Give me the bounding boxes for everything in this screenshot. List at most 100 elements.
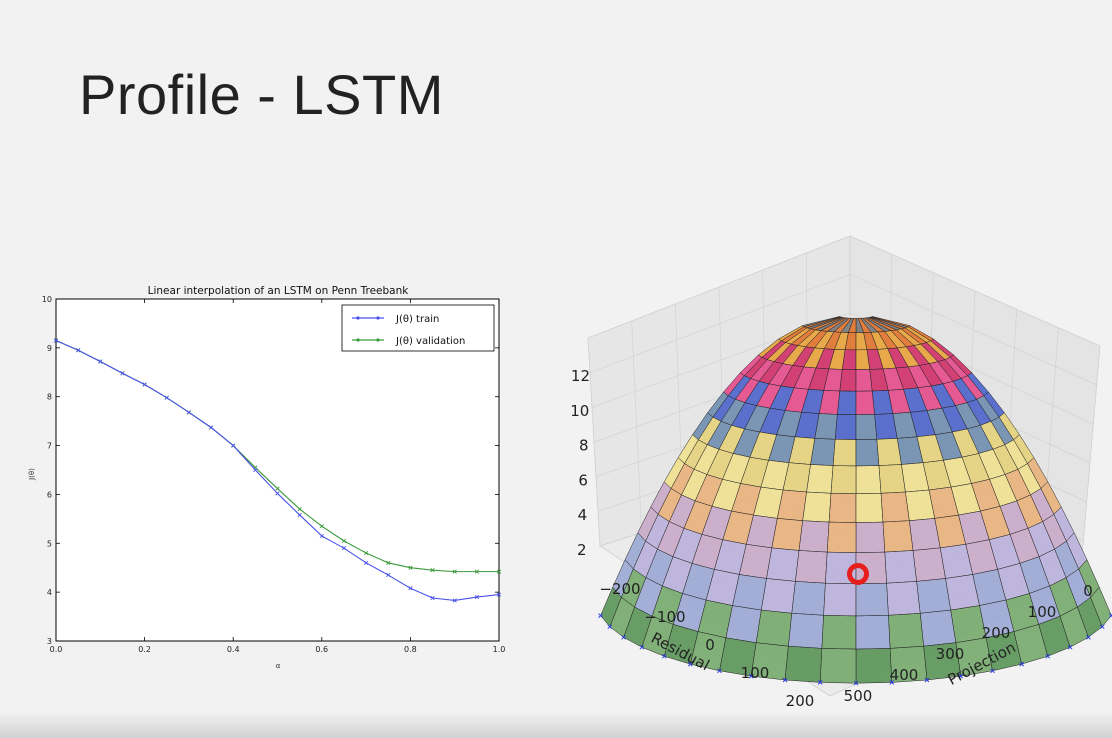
rim-cross [1019, 661, 1025, 667]
chart-title: Linear interpolation of an LSTM on Penn … [148, 285, 410, 297]
data-point [474, 594, 479, 600]
x-axis-label: α [276, 662, 281, 670]
surface-face [795, 550, 828, 584]
legend-marker-train [356, 316, 360, 320]
minimum-marker [847, 563, 869, 585]
data-point [275, 491, 280, 496]
data-point [386, 572, 391, 578]
rim-cross [717, 668, 722, 674]
y-tick-label: 7 [47, 442, 52, 451]
rim-cross [621, 634, 626, 640]
rim-cross [1067, 644, 1073, 650]
data-point [208, 425, 214, 430]
residual-tick-label: −200 [599, 580, 640, 598]
surface-face [826, 521, 857, 553]
data-point [231, 443, 236, 448]
rim-cross [661, 653, 667, 659]
surface-face [855, 414, 878, 440]
rim-cross [990, 668, 995, 674]
rim-cross [687, 661, 693, 667]
surface-face [855, 521, 886, 553]
rim-crosses [598, 613, 1112, 686]
y-tick-label: 6 [47, 490, 52, 499]
data-point [53, 338, 59, 343]
data-point [363, 560, 369, 565]
surface-face [884, 550, 917, 584]
residual-tick-label: 100 [741, 664, 770, 682]
data-point [297, 512, 302, 518]
surface-face [909, 518, 941, 551]
surface-face [916, 578, 951, 614]
video-bottom-bar [0, 712, 1112, 738]
z-ticks: 2 4 6 8 10 12 [570, 367, 590, 559]
data-point [496, 592, 502, 597]
surface-face [855, 465, 882, 494]
surface-face [919, 609, 957, 647]
surface-face [855, 439, 880, 467]
z-tick-label: 6 [578, 471, 588, 489]
slide-title: Profile - LSTM [79, 63, 444, 126]
rim-cross [889, 680, 895, 685]
y-tick-label: 3 [47, 637, 52, 646]
legend-marker-validation [376, 338, 380, 342]
surface-face [819, 648, 857, 684]
surface-face [806, 464, 834, 494]
x-tick-label: 0.0 [50, 645, 63, 654]
surface-face [855, 582, 889, 617]
x-tick-label: 0.2 [138, 645, 151, 654]
surface-face [821, 615, 857, 650]
surface-face [888, 613, 924, 649]
projection-tick-label: 400 [890, 666, 919, 684]
rim-cross [924, 677, 930, 683]
data-point [452, 598, 457, 603]
data-point [98, 359, 103, 364]
rim-cross [748, 673, 754, 679]
surface-face [886, 581, 921, 616]
surface-face [855, 369, 873, 392]
rim-cross [853, 680, 859, 686]
data-point [430, 595, 435, 601]
rim-cross [817, 680, 823, 685]
residual-tick-label: 200 [786, 692, 815, 710]
y-ticks: 3 4 5 6 7 8 9 10 [42, 295, 499, 646]
plot-frame [55, 298, 500, 642]
surface-face [855, 390, 875, 415]
surface-face [755, 609, 793, 647]
projection-tick-label: 0 [1083, 582, 1093, 600]
rim-cross [1045, 653, 1051, 659]
x-tick-label: 0.8 [404, 645, 417, 654]
data-point [142, 382, 147, 387]
rim-cross [1086, 634, 1091, 640]
z-tick-label: 2 [577, 541, 587, 559]
residual-tick-label: −100 [644, 608, 685, 626]
surface-face [766, 547, 800, 582]
surface-face [912, 547, 946, 582]
z-tick-label: 10 [570, 402, 589, 420]
surface-face [725, 605, 762, 643]
surface-face [855, 493, 884, 523]
data-point [363, 550, 369, 556]
surface-face [823, 582, 857, 617]
surface-face [855, 615, 891, 650]
data-point [297, 506, 302, 512]
legend-marker-validation [356, 338, 360, 342]
x-tick-label: 1.0 [493, 645, 506, 654]
rim-cross [1099, 624, 1105, 630]
surface-face [830, 465, 857, 494]
legend: J(θ) train J(θ) validation [341, 304, 495, 352]
x-ticks: 0.0 0.2 0.4 0.6 0.8 1.0 [50, 299, 506, 654]
legend-label-validation: J(θ) validation [395, 336, 465, 347]
y-tick-label: 4 [47, 588, 52, 597]
rim-cross [1109, 613, 1112, 618]
legend-marker-train [376, 316, 380, 320]
data-point [319, 533, 324, 539]
surface-face [839, 369, 857, 392]
rim-cross [639, 644, 645, 650]
data-point [386, 560, 391, 565]
y-tick-label: 9 [47, 344, 52, 353]
surface-face [771, 518, 803, 551]
data-point [319, 524, 324, 529]
data-point [430, 568, 435, 573]
data-point [341, 538, 347, 543]
surface-face [788, 613, 824, 649]
